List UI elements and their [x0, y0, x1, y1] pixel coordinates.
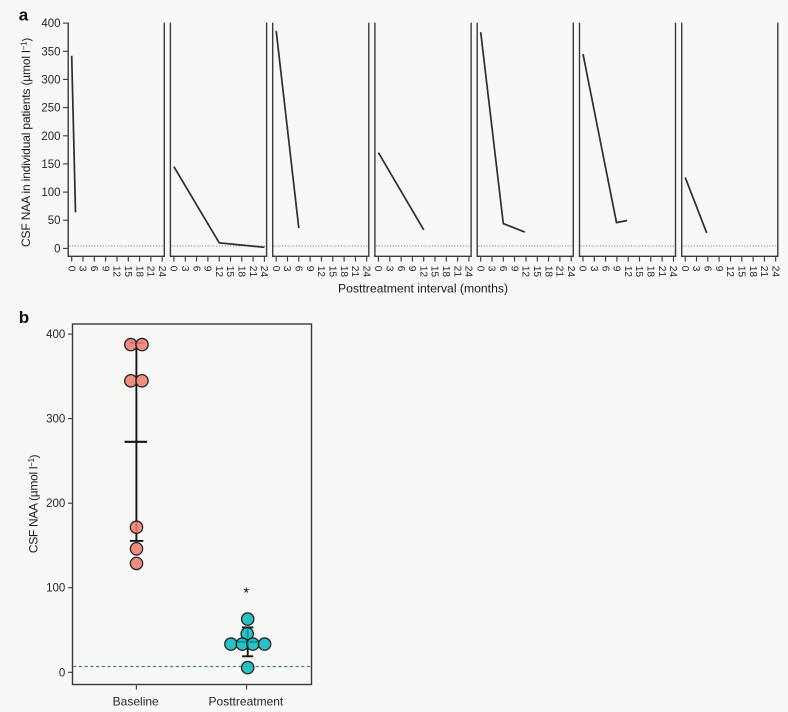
svg-text:350: 350 — [41, 46, 60, 58]
svg-text:6: 6 — [190, 266, 201, 272]
svg-text:100: 100 — [41, 187, 60, 199]
svg-text:50: 50 — [48, 215, 61, 227]
svg-text:24: 24 — [156, 266, 167, 278]
svg-text:24: 24 — [360, 266, 371, 278]
svg-text:Posttreatment interval (months: Posttreatment interval (months) — [338, 282, 508, 296]
svg-text:3: 3 — [179, 266, 190, 272]
svg-text:12: 12 — [520, 266, 531, 278]
svg-text:24: 24 — [258, 266, 269, 278]
svg-text:12: 12 — [315, 266, 326, 278]
svg-text:0: 0 — [54, 243, 60, 255]
svg-text:Baseline: Baseline — [113, 694, 159, 708]
svg-text:3: 3 — [486, 266, 497, 272]
svg-text:6: 6 — [497, 266, 508, 272]
svg-text:b: b — [19, 308, 29, 327]
svg-text:18: 18 — [747, 266, 758, 278]
svg-text:15: 15 — [327, 266, 338, 278]
svg-text:250: 250 — [41, 103, 60, 115]
svg-text:3: 3 — [281, 266, 292, 272]
svg-text:9: 9 — [611, 266, 622, 272]
svg-text:21: 21 — [554, 266, 565, 278]
svg-text:21: 21 — [145, 266, 156, 278]
svg-text:18: 18 — [133, 266, 144, 278]
svg-text:CSF NAA (µmol l−1): CSF NAA (µmol l−1) — [26, 455, 40, 553]
svg-text:100: 100 — [46, 583, 65, 595]
svg-text:300: 300 — [46, 414, 65, 426]
svg-text:18: 18 — [645, 266, 656, 278]
svg-text:0: 0 — [577, 266, 588, 272]
svg-text:a: a — [19, 6, 29, 25]
svg-text:21: 21 — [247, 266, 258, 278]
svg-text:18: 18 — [440, 266, 451, 278]
svg-text:200: 200 — [41, 131, 60, 143]
svg-text:0: 0 — [59, 667, 65, 679]
svg-text:6: 6 — [88, 266, 99, 272]
svg-text:3: 3 — [690, 266, 701, 272]
svg-text:18: 18 — [542, 266, 553, 278]
svg-text:6: 6 — [293, 266, 304, 272]
svg-text:24: 24 — [667, 266, 678, 278]
svg-text:15: 15 — [736, 266, 747, 278]
svg-text:0: 0 — [372, 266, 383, 272]
svg-text:18: 18 — [338, 266, 349, 278]
svg-text:0: 0 — [270, 266, 281, 272]
svg-text:9: 9 — [99, 266, 110, 272]
svg-text:9: 9 — [406, 266, 417, 272]
svg-text:12: 12 — [111, 266, 122, 278]
svg-text:3: 3 — [384, 266, 395, 272]
svg-text:CSF NAA in individual patients: CSF NAA in individual patients (µmol l−1… — [19, 38, 33, 247]
svg-text:6: 6 — [702, 266, 713, 272]
svg-text:24: 24 — [565, 266, 576, 278]
svg-text:15: 15 — [633, 266, 644, 278]
svg-text:15: 15 — [531, 266, 542, 278]
svg-text:15: 15 — [429, 266, 440, 278]
svg-text:9: 9 — [304, 266, 315, 272]
svg-text:400: 400 — [41, 18, 60, 30]
svg-text:400: 400 — [46, 329, 65, 341]
svg-text:6: 6 — [599, 266, 610, 272]
svg-text:21: 21 — [451, 266, 462, 278]
svg-text:0: 0 — [474, 266, 485, 272]
svg-text:9: 9 — [508, 266, 519, 272]
svg-text:6: 6 — [395, 266, 406, 272]
svg-text:0: 0 — [679, 266, 690, 272]
svg-text:9: 9 — [713, 266, 724, 272]
svg-text:0: 0 — [168, 266, 179, 272]
svg-text:15: 15 — [122, 266, 133, 278]
svg-text:Posttreatment: Posttreatment — [209, 694, 284, 708]
svg-text:12: 12 — [417, 266, 428, 278]
svg-text:3: 3 — [588, 266, 599, 272]
svg-text:200: 200 — [46, 498, 65, 510]
svg-text:15: 15 — [224, 266, 235, 278]
svg-text:0: 0 — [65, 266, 76, 272]
svg-text:24: 24 — [463, 266, 474, 278]
svg-text:21: 21 — [758, 266, 769, 278]
svg-text:18: 18 — [236, 266, 247, 278]
svg-text:300: 300 — [41, 74, 60, 86]
svg-text:24: 24 — [769, 266, 780, 278]
svg-text:12: 12 — [622, 266, 633, 278]
svg-text:150: 150 — [41, 159, 60, 171]
svg-text:3: 3 — [77, 266, 88, 272]
svg-text:21: 21 — [349, 266, 360, 278]
svg-text:21: 21 — [656, 266, 667, 278]
svg-text:12: 12 — [213, 266, 224, 278]
svg-text:12: 12 — [724, 266, 735, 278]
svg-text:*: * — [243, 585, 249, 602]
svg-text:9: 9 — [202, 266, 213, 272]
